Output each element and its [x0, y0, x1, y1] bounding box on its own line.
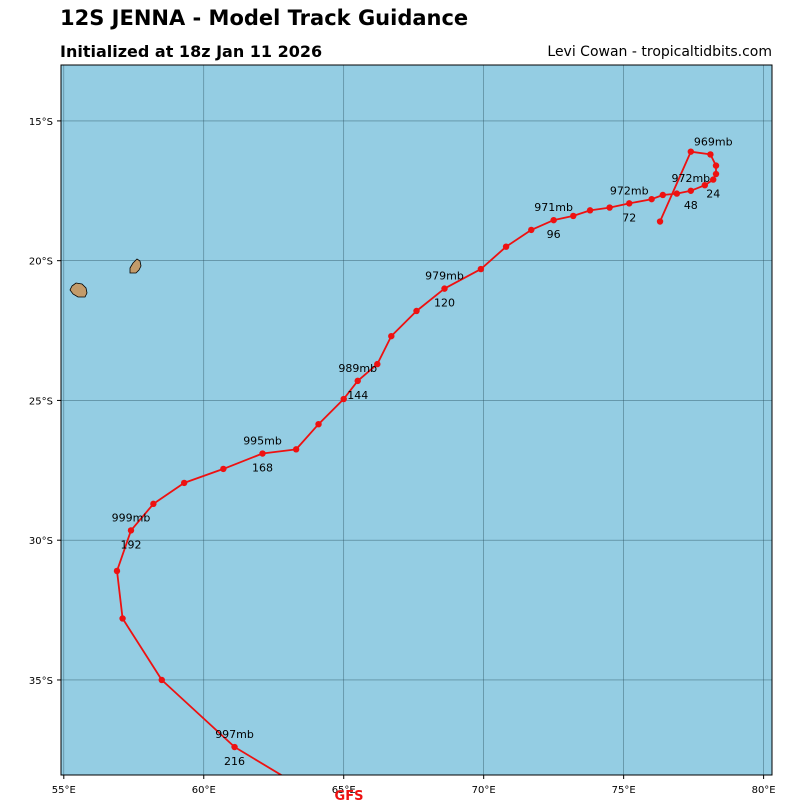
axis-ticks: 55°E 60°E 65°E 70°E 75°E 80°E 15°S 20°S 25°S 30°S… [29, 117, 776, 796]
forecast-hour-label: 144 [347, 389, 368, 402]
x-tick-label: 80°E [752, 785, 776, 796]
x-tick-label: 75°E [612, 785, 636, 796]
ocean-background [61, 65, 772, 775]
forecast-hour-label: 120 [434, 297, 455, 310]
model-legend-label: GFS [335, 789, 364, 800]
forecast-hour-label: 72 [622, 211, 636, 224]
forecast-hour-label: 48 [684, 199, 698, 212]
y-tick-label: 20°S [29, 257, 53, 268]
chart-subtitle: Initialized at 18z Jan 11 2026 [60, 42, 323, 61]
track-point [626, 200, 633, 207]
track-point [158, 676, 165, 684]
chart-title: 12S JENNA - Model Track Guidance [60, 6, 469, 30]
pressure-label: 969mb [694, 135, 733, 148]
track-point [656, 218, 664, 225]
track-point [127, 527, 135, 534]
y-tick-label: 35°S [29, 676, 53, 687]
forecast-hour-label: 192 [120, 538, 141, 551]
x-tick-label: 65°E [332, 785, 356, 796]
x-tick-label: 70°E [472, 785, 496, 796]
track-point [528, 226, 535, 234]
track-points-layer [113, 148, 720, 751]
forecast-hour-label: 24 [706, 188, 720, 201]
forecast-hour-label: 96 [547, 228, 561, 241]
pressure-label: 972mb [671, 172, 710, 185]
track-point [712, 162, 720, 169]
track-point [113, 567, 121, 575]
pressure-label: 972mb [610, 184, 649, 197]
track-point [315, 420, 322, 428]
track-point [340, 395, 347, 403]
track-point [712, 170, 720, 178]
track-point [477, 265, 485, 273]
track-point [220, 465, 227, 473]
forecast-hour-label: 216 [224, 755, 245, 768]
track-point [231, 743, 238, 751]
island-mauritius [129, 258, 142, 274]
pressure-label: 971mb [534, 201, 573, 214]
track-point [648, 195, 655, 203]
x-tick-label: 55°E [52, 785, 76, 796]
track-point [710, 176, 717, 183]
track-point [659, 191, 667, 199]
pressure-label: 995mb [243, 435, 282, 448]
track-point [119, 615, 126, 622]
land-layer [69, 258, 142, 298]
map-frame [60, 64, 773, 776]
track-point [180, 479, 188, 487]
track-point [550, 216, 557, 224]
track-point [673, 190, 681, 197]
track-point [606, 204, 613, 211]
track-labels-layer: 969mb 972mb 972mb 971mb 979mb 989mb 995mb 999mb… [112, 135, 733, 768]
pressure-label: 989mb [338, 362, 377, 375]
track-point [701, 181, 709, 189]
track-point [687, 148, 695, 155]
x-tick-label: 60°E [192, 785, 216, 796]
track-point [707, 151, 714, 158]
track-point [150, 500, 157, 508]
pressure-label: 997mb [215, 728, 254, 741]
y-tick-label: 25°S [29, 396, 53, 407]
track-point [413, 307, 420, 315]
pressure-label: 999mb [112, 511, 151, 524]
track-point [292, 446, 300, 453]
graticule [61, 65, 772, 775]
track-point [259, 450, 266, 457]
track-point [687, 187, 695, 194]
credit-text: Levi Cowan - tropicaltidbits.com [547, 44, 772, 60]
track-point [586, 207, 594, 214]
y-tick-label: 15°S [29, 117, 53, 128]
track-point [502, 243, 510, 250]
pressure-label: 979mb [425, 270, 464, 283]
island-reunion [69, 282, 88, 298]
track-point [374, 360, 381, 368]
track-point [388, 332, 395, 340]
forecast-hour-label: 168 [252, 462, 273, 475]
track-point [570, 212, 577, 220]
track-point [354, 377, 361, 385]
y-tick-label: 30°S [29, 536, 53, 547]
track-point [441, 285, 448, 292]
